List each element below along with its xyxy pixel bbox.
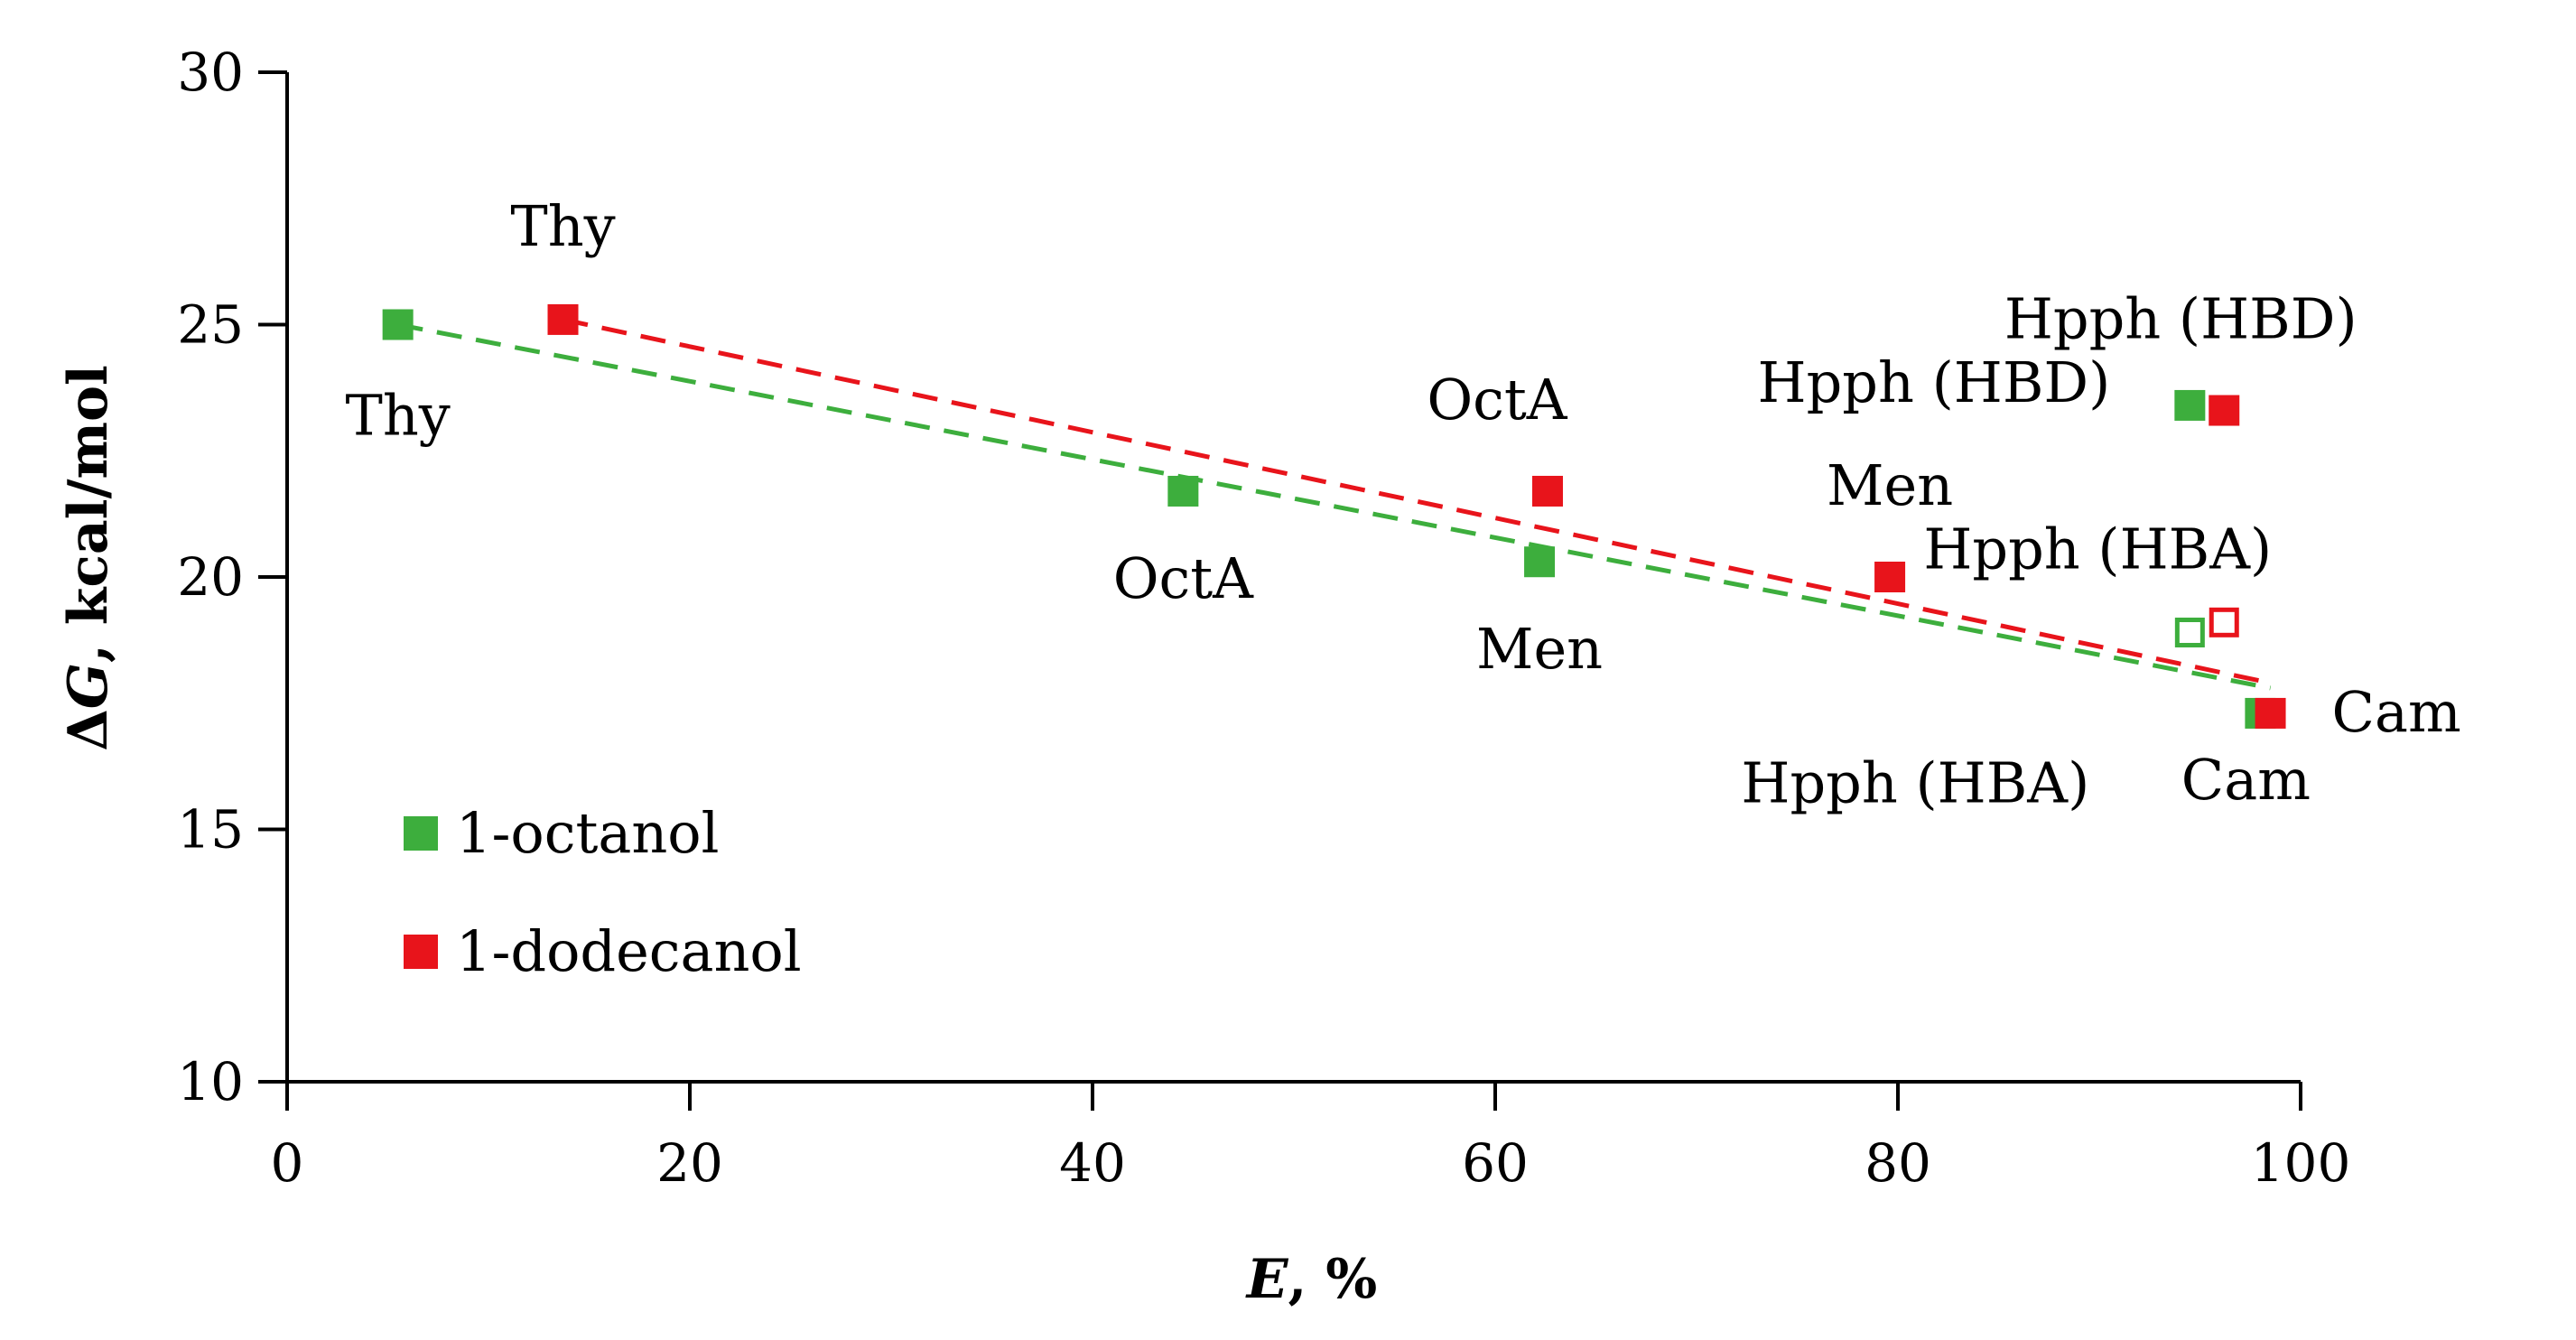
point-labels: Thy OctA Men Hpph (HBD) Hpph (HBA) Cam Thy OctA… [345,193,2460,816]
data-point-series-1 [1524,546,1556,578]
point-label: OctA [1113,545,1254,611]
point-label: Thy [345,383,450,449]
point-label: Hpph (HBA) [1923,516,2272,582]
data-point-series-2 [2209,395,2240,426]
point-label: Thy [510,193,615,259]
point-label: Men [1476,616,1603,682]
data-point-hollow-series-1 [2174,617,2205,647]
x-tick-label: 20 [656,1132,723,1194]
y-tick-label: 10 [177,1051,244,1112]
y-tick-label: 15 [177,799,244,861]
y-axis-title-prefix: Δ [57,709,120,751]
y-axis-title-variable: G [57,663,120,709]
x-tick-label: 40 [1059,1132,1126,1194]
data-point-series-2 [1874,562,1906,592]
y-axis-title-unit: , kcal/mol [57,365,120,663]
point-label: Men [1827,452,1953,518]
data-point-hollow-series-2 [2209,607,2239,637]
legend-swatch-series-1 [404,816,438,851]
data-point-series-1 [382,309,414,340]
trendline-series-1 [397,322,2272,691]
legend-swatch-series-2 [404,935,438,969]
point-label: OctA [1427,367,1567,433]
point-label: Cam [2332,679,2461,745]
data-markers [382,303,2286,729]
point-label: Hpph (HBA) [1741,749,2089,815]
y-tick-label: 25 [177,294,244,356]
point-label: Hpph (HBD) [2004,286,2357,352]
x-tick-label: 80 [1865,1132,1931,1194]
data-point-series-2 [1531,475,1563,507]
data-point-series-2 [2255,697,2286,729]
axes: 10 15 20 25 30 0 20 40 60 80 100 [177,42,2350,1194]
y-axis-title: ΔG, kcal/mol [57,365,120,751]
data-point-series-2 [547,303,579,335]
point-label: Cam [2181,747,2311,813]
x-axis-title-unit: , % [1288,1248,1377,1311]
x-axis-title: E, % [1245,1248,1378,1311]
data-point-series-1 [1167,475,1199,507]
legend: 1-octanol 1-dodecanol [404,800,802,984]
point-label: Hpph (HBD) [1758,349,2111,415]
data-point-series-1 [2174,389,2206,421]
x-tick-label: 60 [1462,1132,1529,1194]
trendline-series-2 [562,317,2272,685]
y-tick-label: 30 [177,42,244,103]
legend-label-series-2: 1-dodecanol [456,918,802,984]
legend-label-series-1: 1-octanol [456,800,719,866]
x-axis-title-variable: E [1245,1248,1289,1311]
x-tick-label: 100 [2251,1132,2351,1194]
y-tick-label: 20 [177,546,244,608]
trendlines [397,317,2272,691]
x-tick-label: 0 [271,1132,304,1194]
